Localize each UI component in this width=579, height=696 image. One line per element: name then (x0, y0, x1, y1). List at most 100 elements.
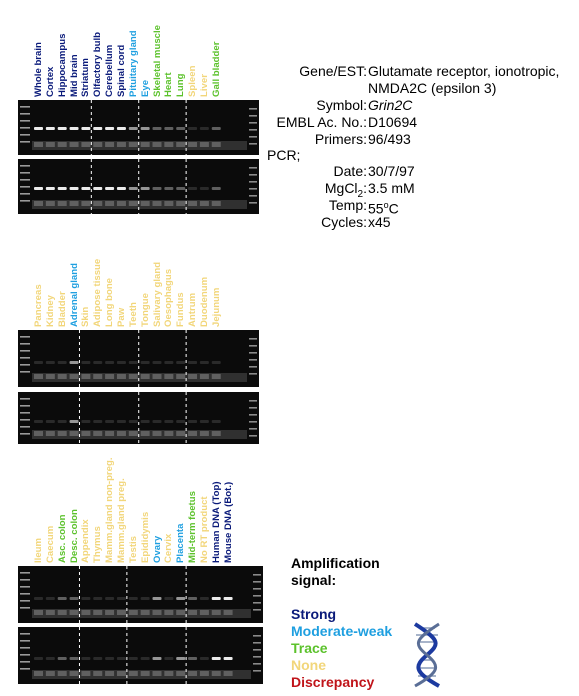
gel-low-band (164, 142, 174, 147)
gel-low-band (34, 142, 43, 147)
gel-band (176, 127, 186, 130)
ladder-band (249, 400, 257, 402)
gel-band (211, 127, 221, 130)
gel-band (140, 597, 150, 600)
lane-label: Whole brain (33, 42, 44, 97)
gel-band (69, 187, 79, 190)
lane-label: Caecum (44, 525, 56, 563)
gel-low-band (105, 201, 115, 206)
temp-key: Temp: (328, 197, 367, 213)
ladder-band (20, 579, 30, 581)
gel-low-band (105, 374, 115, 379)
lane-label: Mamm.gland non-preg. (104, 457, 116, 563)
ladder-band (249, 435, 257, 437)
gel-band (176, 597, 186, 600)
gel-band (81, 127, 91, 130)
ladder-band (20, 336, 30, 338)
ladder-band (249, 338, 257, 340)
gel-band (81, 597, 91, 600)
gel-low-band (152, 431, 162, 436)
primer-dimer-haze (32, 373, 247, 382)
gel-low-band (57, 671, 67, 676)
gel-band (93, 361, 103, 364)
gel-low-band (69, 374, 79, 379)
gel-band (128, 127, 138, 130)
gel-low-band (93, 201, 103, 206)
gel-image-panel-1-top (18, 100, 259, 155)
gel-band (128, 657, 138, 660)
gel-low-band (45, 671, 55, 676)
gel-band (105, 361, 115, 364)
ladder-band (20, 364, 30, 366)
gel-band (188, 597, 198, 600)
gel-band (152, 127, 162, 130)
gel-low-band (164, 671, 174, 676)
gel-low-band (176, 142, 186, 147)
ladder-band (253, 602, 261, 604)
gel-low-band (93, 142, 103, 147)
gel-band (152, 187, 162, 190)
gel-low-band (69, 431, 79, 436)
gel-low-band (211, 431, 221, 436)
ladder-band (20, 419, 30, 421)
gel-band (176, 187, 186, 190)
gel-low-band (176, 671, 186, 676)
lane-label: Long bone (104, 277, 116, 327)
ladder-band (249, 202, 257, 204)
gel-low-band (188, 671, 198, 676)
gel-band (128, 187, 138, 190)
gel-low-band (45, 610, 55, 615)
gel-image-panel-3-top (18, 566, 263, 623)
ladder-band (249, 359, 257, 361)
ladder-band (20, 668, 30, 670)
ladder-band (20, 572, 30, 574)
gel-band (199, 127, 209, 130)
ladder-band (249, 414, 257, 416)
ladder-band (20, 172, 30, 174)
gel-low-band (188, 142, 198, 147)
gel-band (34, 361, 43, 364)
cycles-key: Cycles: (321, 214, 367, 230)
gel-band (93, 127, 103, 130)
pcr-info-block: Gene/EST: Glutamate receptor, ionotropic… (260, 62, 579, 232)
gel-low-band (211, 201, 221, 206)
lane-label: Paw (115, 307, 127, 327)
gel-low-band (128, 142, 138, 147)
symbol-key: Symbol: (316, 97, 367, 113)
gel-low-band (199, 671, 209, 676)
gel-band (69, 657, 79, 660)
ladder-band (253, 649, 261, 651)
gel-low-band (164, 610, 174, 615)
gel-low-band (211, 610, 221, 615)
gel-band (199, 420, 209, 423)
gel-low-band (34, 201, 43, 206)
gel-low-band (81, 201, 91, 206)
ladder-band (20, 654, 30, 656)
gel-low-band (93, 610, 103, 615)
gel-low-band (81, 142, 91, 147)
gel-low-band (93, 671, 103, 676)
gel-band (211, 657, 221, 660)
gel-low-band (116, 374, 126, 379)
gel-band (176, 657, 186, 660)
lane-label: Appendix (80, 519, 92, 563)
ladder-band (20, 343, 30, 345)
legend-moderate: Moderate-weak (291, 623, 393, 639)
gel-band (116, 657, 126, 660)
ladder-band (253, 609, 261, 611)
gel-low-band (152, 201, 162, 206)
gel-low-band (176, 610, 186, 615)
gel-low-band (57, 201, 67, 206)
gel-band (105, 420, 115, 423)
gel-band (140, 420, 150, 423)
gel-band (45, 597, 55, 600)
cycles-value: x45 (368, 214, 391, 230)
gel-band (45, 187, 55, 190)
lane-label: Teeth (127, 302, 139, 327)
legend-trace: Trace (291, 640, 328, 656)
legend-none: None (291, 657, 326, 673)
lane-label: Bladder (56, 291, 68, 327)
gel-low-band (45, 431, 55, 436)
ladder-band (249, 136, 257, 138)
ladder-band (20, 607, 30, 609)
